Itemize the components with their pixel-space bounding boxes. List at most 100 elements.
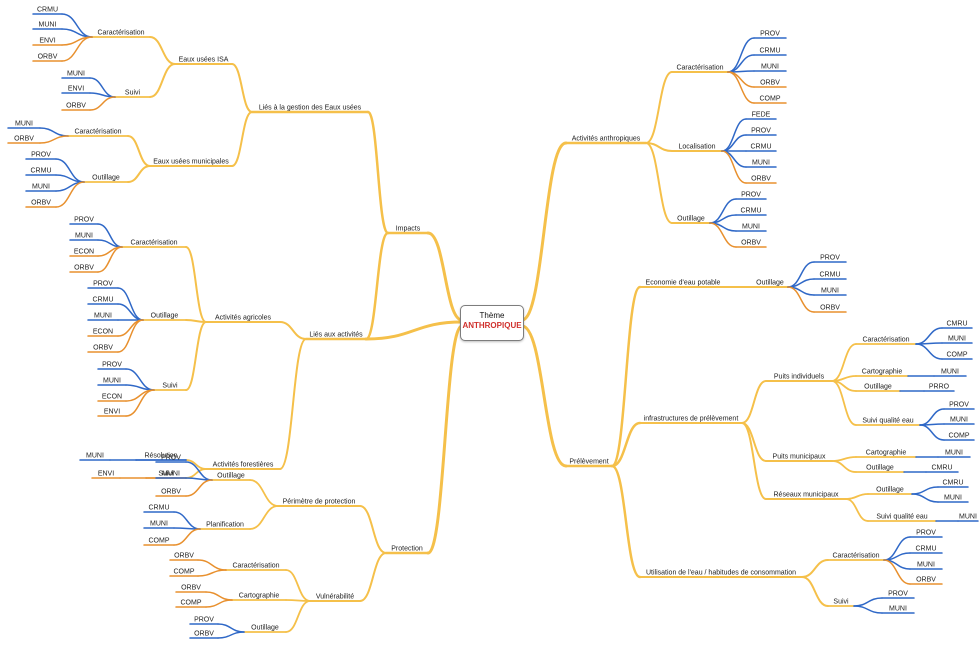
leaf-mun_out_l1[interactable]: PROV: [31, 152, 51, 159]
node-activites-anthropiques[interactable]: Activités anthropiques: [572, 136, 641, 143]
leaf-agri_out_l3[interactable]: MUNI: [94, 313, 112, 320]
leaf-anth_out_l1[interactable]: PROV: [741, 192, 761, 199]
leaf-agri_suivi_l2[interactable]: MUNI: [103, 378, 121, 385]
leaf-pi_carto_l1[interactable]: MUNI: [941, 369, 959, 376]
leaf-ut_carac_l2[interactable]: CRMU: [916, 546, 937, 553]
leaf-ut_suivi_l1[interactable]: PROV: [888, 591, 908, 598]
leaf-isa_suivi_l2[interactable]: ENVI: [68, 86, 84, 93]
node-economie-eau[interactable]: Economie d'eau potable: [646, 280, 721, 287]
leaf-agri_suivi_l1[interactable]: PROV: [102, 362, 122, 369]
leaf-vul_out_l2[interactable]: ORBV: [194, 631, 214, 638]
leaf-agri_carac_l1[interactable]: PROV: [74, 217, 94, 224]
leaf-pi_carac_l3[interactable]: COMP: [947, 352, 968, 359]
leaf-rm_suivi_l1[interactable]: MUNI: [959, 514, 977, 521]
leaf-per_plan_l2[interactable]: MUNI: [150, 521, 168, 528]
leaf-pi_suivi_l3[interactable]: COMP: [949, 433, 970, 440]
leaf-eco_out_l2[interactable]: CRMU: [820, 272, 841, 279]
leaf-anth_out_l2[interactable]: CRMU: [741, 208, 762, 215]
node-activites-forestieres[interactable]: Activités forestières: [213, 462, 274, 469]
node-activites-agricoles[interactable]: Activités agricoles: [215, 315, 272, 322]
node-label[interactable]: Suivi: [158, 471, 174, 478]
leaf-mun_carac_l1[interactable]: MUNI: [15, 121, 33, 128]
leaf-per_plan_l3[interactable]: COMP: [149, 538, 170, 545]
node-puits-individuels[interactable]: Puits individuels: [774, 374, 825, 381]
leaf-anth_out_l4[interactable]: ORBV: [741, 240, 761, 247]
node-label[interactable]: Caractérisation: [832, 553, 879, 560]
node-label[interactable]: Outillage: [864, 384, 892, 391]
node-eaux-mun[interactable]: Eaux usées municipales: [153, 159, 229, 166]
node-impacts[interactable]: Impacts: [396, 226, 421, 233]
leaf-agri_out_l1[interactable]: PROV: [93, 281, 113, 288]
leaf-agri_out_l4[interactable]: ECON: [93, 329, 113, 336]
node-label[interactable]: Cartographie: [862, 369, 903, 376]
leaf-vul_out_l1[interactable]: PROV: [194, 617, 214, 624]
node-puits-municipaux[interactable]: Puits municipaux: [773, 454, 826, 461]
leaf-anth_loc_l2[interactable]: PROV: [751, 128, 771, 135]
leaf-anth_carac_l5[interactable]: COMP: [760, 96, 781, 103]
leaf-anth_loc_l5[interactable]: ORBV: [751, 176, 771, 183]
leaf-isa_carac_l2[interactable]: MUNI: [39, 22, 57, 29]
node-label[interactable]: Suivi: [162, 383, 178, 390]
node-label[interactable]: Caractérisation: [74, 129, 121, 136]
leaf-isa_suivi_l3[interactable]: ORBV: [66, 103, 86, 110]
leaf-pi_suivi_l1[interactable]: PROV: [949, 402, 969, 409]
node-label[interactable]: Suivi: [833, 599, 849, 606]
central-topic[interactable]: Thème ANTHROPIQUE: [460, 305, 524, 341]
node-infrastructures[interactable]: infrastructures de prélèvement: [644, 416, 739, 423]
leaf-mun_carac_l2[interactable]: ORBV: [14, 136, 34, 143]
node-lies-gestion[interactable]: Liés à la gestion des Eaux usées: [259, 105, 362, 112]
leaf-vul_carto_l2[interactable]: COMP: [181, 600, 202, 607]
leaf-anth_loc_l4[interactable]: MUNI: [752, 160, 770, 167]
leaf-vul_carto_l1[interactable]: ORBV: [181, 585, 201, 592]
node-label[interactable]: Outillage: [756, 280, 784, 287]
node-label[interactable]: Suivi qualité eau: [876, 514, 927, 521]
node-label[interactable]: Outillage: [866, 465, 894, 472]
leaf-per_out_l2[interactable]: MUNI: [162, 471, 180, 478]
leaf-anth_carac_l1[interactable]: PROV: [760, 31, 780, 38]
leaf-ut_carac_l4[interactable]: ORBV: [916, 577, 936, 584]
leaf-mun_out_l4[interactable]: ORBV: [31, 200, 51, 207]
node-label[interactable]: Suivi: [125, 90, 141, 97]
leaf-ut_carac_l3[interactable]: MUNI: [917, 562, 935, 569]
node-reseaux-municipaux[interactable]: Réseaux municipaux: [774, 492, 839, 499]
leaf-for_res_l1[interactable]: MUNI: [86, 453, 104, 460]
leaf-pi_out_l1[interactable]: PRRO: [929, 384, 950, 391]
leaf-anth_carac_l2[interactable]: CRMU: [760, 48, 781, 55]
leaf-rm_out_l1[interactable]: CMRU: [943, 480, 964, 487]
node-protection[interactable]: Protection: [391, 546, 423, 553]
node-vulnerabilite[interactable]: Vulnérabilité: [316, 594, 354, 601]
leaf-agri_carac_l4[interactable]: ORBV: [74, 265, 94, 272]
node-label[interactable]: Caractérisation: [676, 65, 723, 72]
leaf-vul_carac_l1[interactable]: ORBV: [174, 553, 194, 560]
node-prelevement[interactable]: Prélèvement: [569, 459, 608, 466]
node-label[interactable]: Outillage: [876, 487, 904, 494]
leaf-for_suivi_l1[interactable]: ENVI: [98, 471, 114, 478]
leaf-isa_carac_l4[interactable]: ORBV: [38, 54, 58, 61]
leaf-isa_carac_l3[interactable]: ENVI: [39, 38, 55, 45]
leaf-agri_carac_l2[interactable]: MUNI: [75, 233, 93, 240]
leaf-isa_suivi_l1[interactable]: MUNI: [67, 71, 85, 78]
leaf-eco_out_l4[interactable]: ORBV: [820, 305, 840, 312]
node-label[interactable]: Suivi qualité eau: [862, 418, 913, 425]
node-label[interactable]: Outillage: [92, 175, 120, 182]
leaf-pm_carto_l1[interactable]: MUNI: [945, 450, 963, 457]
node-utilisation-eau[interactable]: Utilisation de l'eau / habitudes de cons…: [646, 570, 796, 577]
leaf-anth_out_l3[interactable]: MUNI: [742, 224, 760, 231]
leaf-isa_carac_l1[interactable]: CRMU: [37, 7, 58, 14]
leaf-agri_carac_l3[interactable]: ECON: [74, 249, 94, 256]
leaf-pi_carac_l2[interactable]: MUNI: [948, 336, 966, 343]
leaf-agri_suivi_l3[interactable]: ECON: [102, 394, 122, 401]
node-eaux-isa[interactable]: Eaux usées ISA: [179, 57, 229, 64]
node-lies-activites[interactable]: Liés aux activités: [309, 332, 363, 339]
leaf-eco_out_l3[interactable]: MUNI: [821, 288, 839, 295]
leaf-pi_suivi_l2[interactable]: MUNI: [950, 417, 968, 424]
leaf-ut_carac_l1[interactable]: PROV: [916, 530, 936, 537]
leaf-anth_carac_l3[interactable]: MUNI: [761, 64, 779, 71]
leaf-per_out_l1[interactable]: PROV: [161, 455, 181, 462]
node-label[interactable]: Cartographie: [239, 593, 280, 600]
leaf-ut_suivi_l2[interactable]: MUNI: [889, 606, 907, 613]
node-label[interactable]: Planification: [206, 522, 244, 529]
node-perimetre[interactable]: Périmètre de protection: [283, 499, 356, 506]
node-label[interactable]: Caractérisation: [97, 30, 144, 37]
leaf-agri_suivi_l4[interactable]: ENVI: [104, 409, 120, 416]
